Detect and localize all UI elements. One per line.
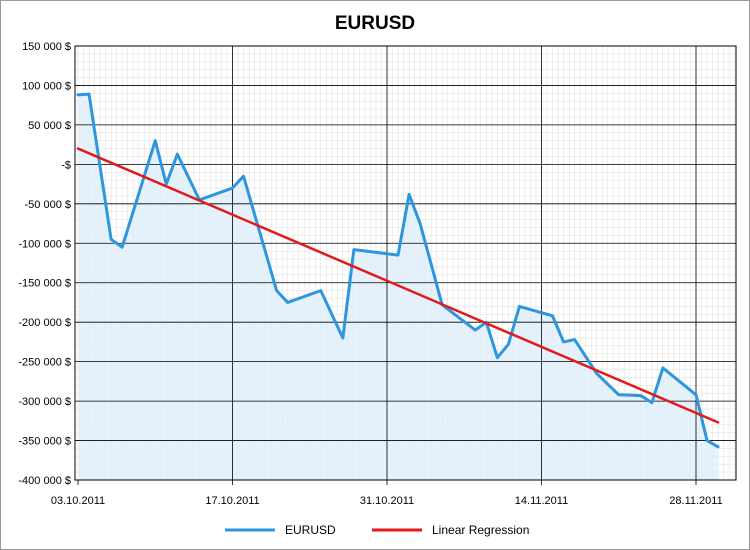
eurusd-point <box>109 238 113 241</box>
y-tick-label: -$ <box>61 159 71 171</box>
legend-item-eurusd: EURUSD <box>225 523 336 537</box>
legend-item-eurusd-label: EURUSD <box>285 523 336 537</box>
eurusd-point <box>275 289 278 292</box>
y-tick-label: -300 000 $ <box>18 396 71 408</box>
eurusd-point <box>231 186 234 190</box>
y-tick-label: -50 000 $ <box>25 199 71 211</box>
y-tick-label: 100 000 $ <box>22 80 71 92</box>
eurusd-point <box>650 401 654 404</box>
x-tick-label: 14.11.2011 <box>515 495 568 507</box>
x-tick-label: 03.10.2011 <box>51 495 105 507</box>
legend-item-linear-regression-label: Linear Regression <box>432 523 529 537</box>
y-tick-label: 150 000 $ <box>22 41 71 53</box>
eurusd-point <box>341 336 345 340</box>
plot-border <box>74 45 737 481</box>
eurusd-point <box>418 222 422 225</box>
eurusd-point <box>352 248 356 251</box>
y-tick-label: -350 000 $ <box>18 436 71 448</box>
eurusd-point <box>518 305 521 308</box>
eurusd-area <box>78 94 719 480</box>
y-tick-label: -100 000 $ <box>18 238 71 250</box>
y-tick-label: -250 000 $ <box>18 357 71 369</box>
eurusd-point <box>407 193 411 196</box>
eurusd-point <box>507 343 510 346</box>
eurusd-point <box>573 338 576 341</box>
chart-legend: EURUSD Linear Regression <box>225 523 529 537</box>
eurusd-point <box>661 366 665 370</box>
eurusd-point <box>286 301 289 304</box>
eurusd-point <box>242 175 245 178</box>
y-tick-label: -200 000 $ <box>18 317 71 329</box>
eurusd-point <box>474 328 477 332</box>
x-tick-label: 28.11.2011 <box>669 495 722 507</box>
eurusd-point <box>120 246 124 249</box>
y-tick-label: 50 000 $ <box>28 120 71 132</box>
eurusd-point <box>176 152 179 156</box>
eurusd-point <box>617 393 620 396</box>
regression-line <box>76 147 720 424</box>
y-tick-label: -150 000 $ <box>18 278 71 290</box>
legend-item-linear-regression: Linear Regression <box>372 523 529 537</box>
plot-area: 150 000 $ 100 000 $ 50 000 $ -$ -50 000 $ -10… <box>18 41 737 507</box>
eurusd-point <box>716 445 720 449</box>
eurusd-point <box>496 356 499 359</box>
x-tick-label: 31.10.2011 <box>360 495 414 507</box>
eurusd-point <box>639 394 643 397</box>
eurusd-point <box>319 289 322 292</box>
eurusd-point <box>154 139 157 142</box>
eurusd-point <box>87 92 91 96</box>
eurusd-point <box>551 314 554 318</box>
x-tick-label: 17.10.2011 <box>205 495 259 507</box>
y-tick-label: -400 000 $ <box>18 475 71 487</box>
eurusd-point <box>705 439 709 442</box>
eurusd-point <box>595 372 598 375</box>
eurusd-point <box>165 182 168 186</box>
eurusd-point <box>562 340 565 344</box>
eurusd-point <box>694 393 698 396</box>
eurusd-point <box>76 93 80 97</box>
eurusd-point <box>396 253 400 257</box>
chart-title: EURUSD <box>335 13 415 34</box>
